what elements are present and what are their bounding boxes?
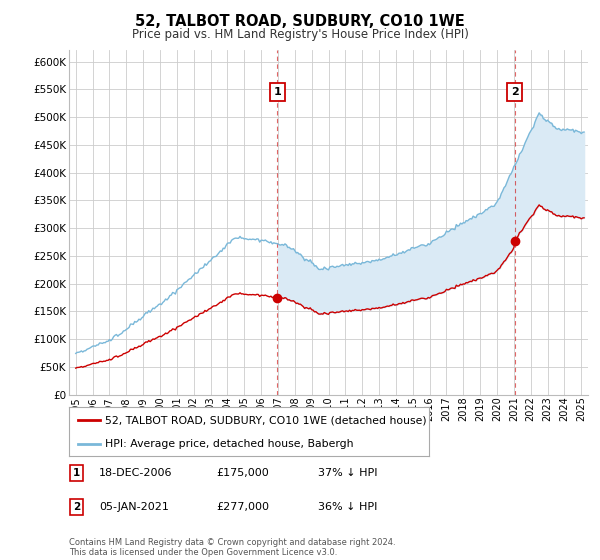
Text: £175,000: £175,000 — [216, 468, 269, 478]
Text: 05-JAN-2021: 05-JAN-2021 — [99, 502, 169, 512]
Text: 2: 2 — [73, 502, 80, 512]
Text: 1: 1 — [73, 468, 80, 478]
Text: 52, TALBOT ROAD, SUDBURY, CO10 1WE: 52, TALBOT ROAD, SUDBURY, CO10 1WE — [135, 14, 465, 29]
Text: 36% ↓ HPI: 36% ↓ HPI — [318, 502, 377, 512]
Text: 37% ↓ HPI: 37% ↓ HPI — [318, 468, 377, 478]
Text: Price paid vs. HM Land Registry's House Price Index (HPI): Price paid vs. HM Land Registry's House … — [131, 28, 469, 41]
Text: 1: 1 — [274, 87, 281, 97]
Text: Contains HM Land Registry data © Crown copyright and database right 2024.
This d: Contains HM Land Registry data © Crown c… — [69, 538, 395, 557]
Text: HPI: Average price, detached house, Babergh: HPI: Average price, detached house, Babe… — [105, 439, 353, 449]
Text: £277,000: £277,000 — [216, 502, 269, 512]
Text: 18-DEC-2006: 18-DEC-2006 — [99, 468, 173, 478]
Text: 2: 2 — [511, 87, 518, 97]
Text: 52, TALBOT ROAD, SUDBURY, CO10 1WE (detached house): 52, TALBOT ROAD, SUDBURY, CO10 1WE (deta… — [105, 416, 427, 426]
